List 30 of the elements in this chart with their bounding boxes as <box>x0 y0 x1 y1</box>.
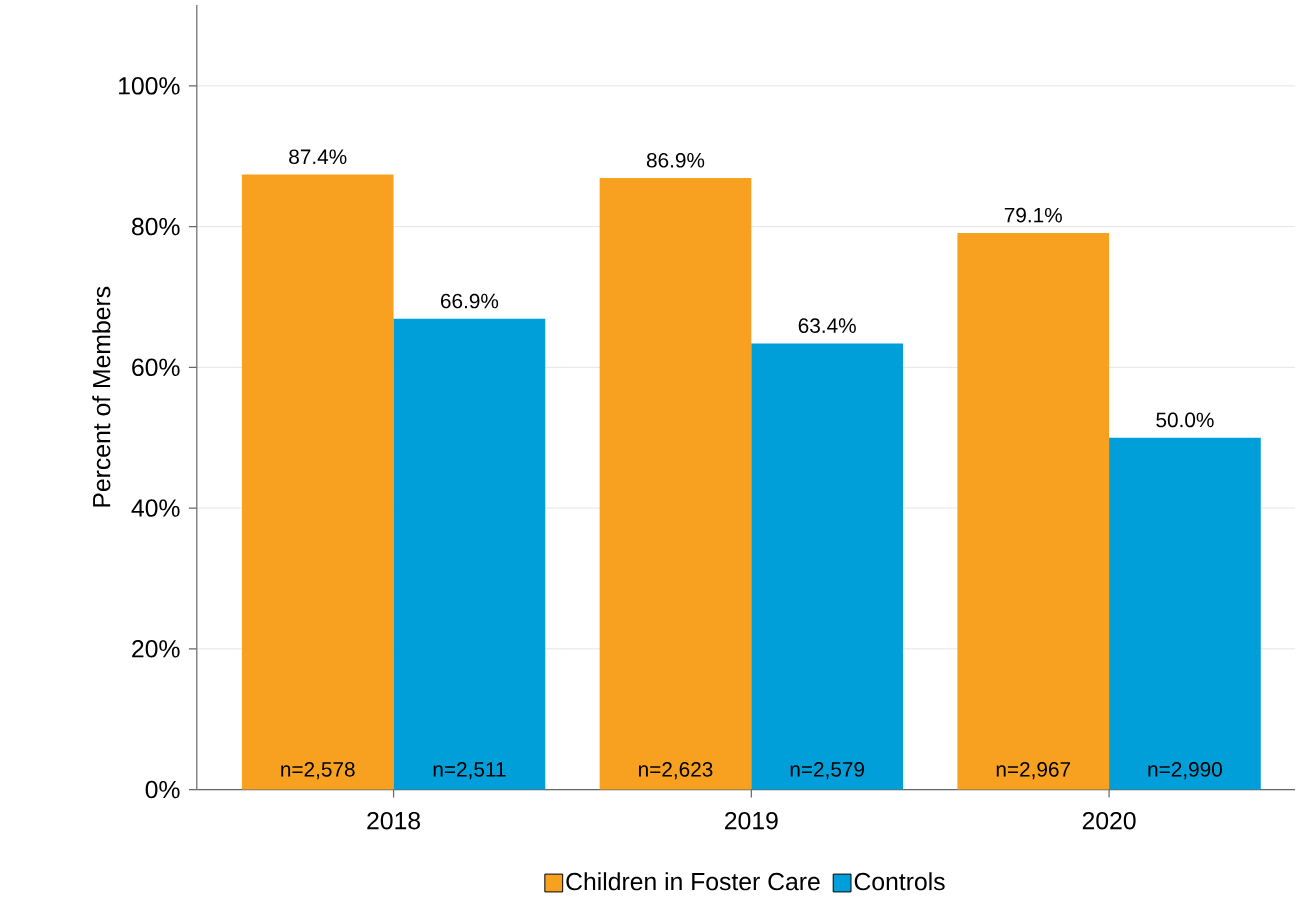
bar <box>1109 437 1261 790</box>
bar <box>751 343 904 790</box>
bar <box>393 318 546 790</box>
data-label: 66.9% <box>441 293 499 309</box>
x-tick-label: 2018 <box>367 811 420 830</box>
y-tick-label: 100% <box>119 76 180 95</box>
annotation: n=2,579 <box>790 761 865 780</box>
legend-label: Children in Foster Care <box>566 872 820 891</box>
x-tick-label: 2020 <box>1082 811 1136 830</box>
y-tick-label: 20% <box>132 639 180 658</box>
x-tick-label: 2019 <box>725 811 778 830</box>
y-tick-label: 0% <box>145 780 180 799</box>
annotation: n=2,990 <box>1148 761 1222 780</box>
y-tick-label: 60% <box>132 358 180 376</box>
annotation: n=2,511 <box>433 761 506 780</box>
bar <box>599 177 752 790</box>
data-label: 79.1% <box>1004 207 1062 223</box>
y-tick-label: 80% <box>132 217 180 236</box>
bar <box>957 232 1110 790</box>
annotation: n=2,578 <box>281 761 355 780</box>
bar <box>241 174 394 790</box>
y-axis-title: Percent of Members <box>92 286 111 507</box>
data-label: 63.4% <box>798 318 856 333</box>
data-label: 87.4% <box>289 149 347 164</box>
y-tick-label: 40% <box>131 499 180 517</box>
data-label: 50.0% <box>1156 412 1214 428</box>
annotation: n=2,623 <box>639 761 713 780</box>
data-label: 86.9% <box>646 152 705 168</box>
annotation: n=2,967 <box>996 761 1071 780</box>
legend-label: Controls <box>854 872 945 891</box>
